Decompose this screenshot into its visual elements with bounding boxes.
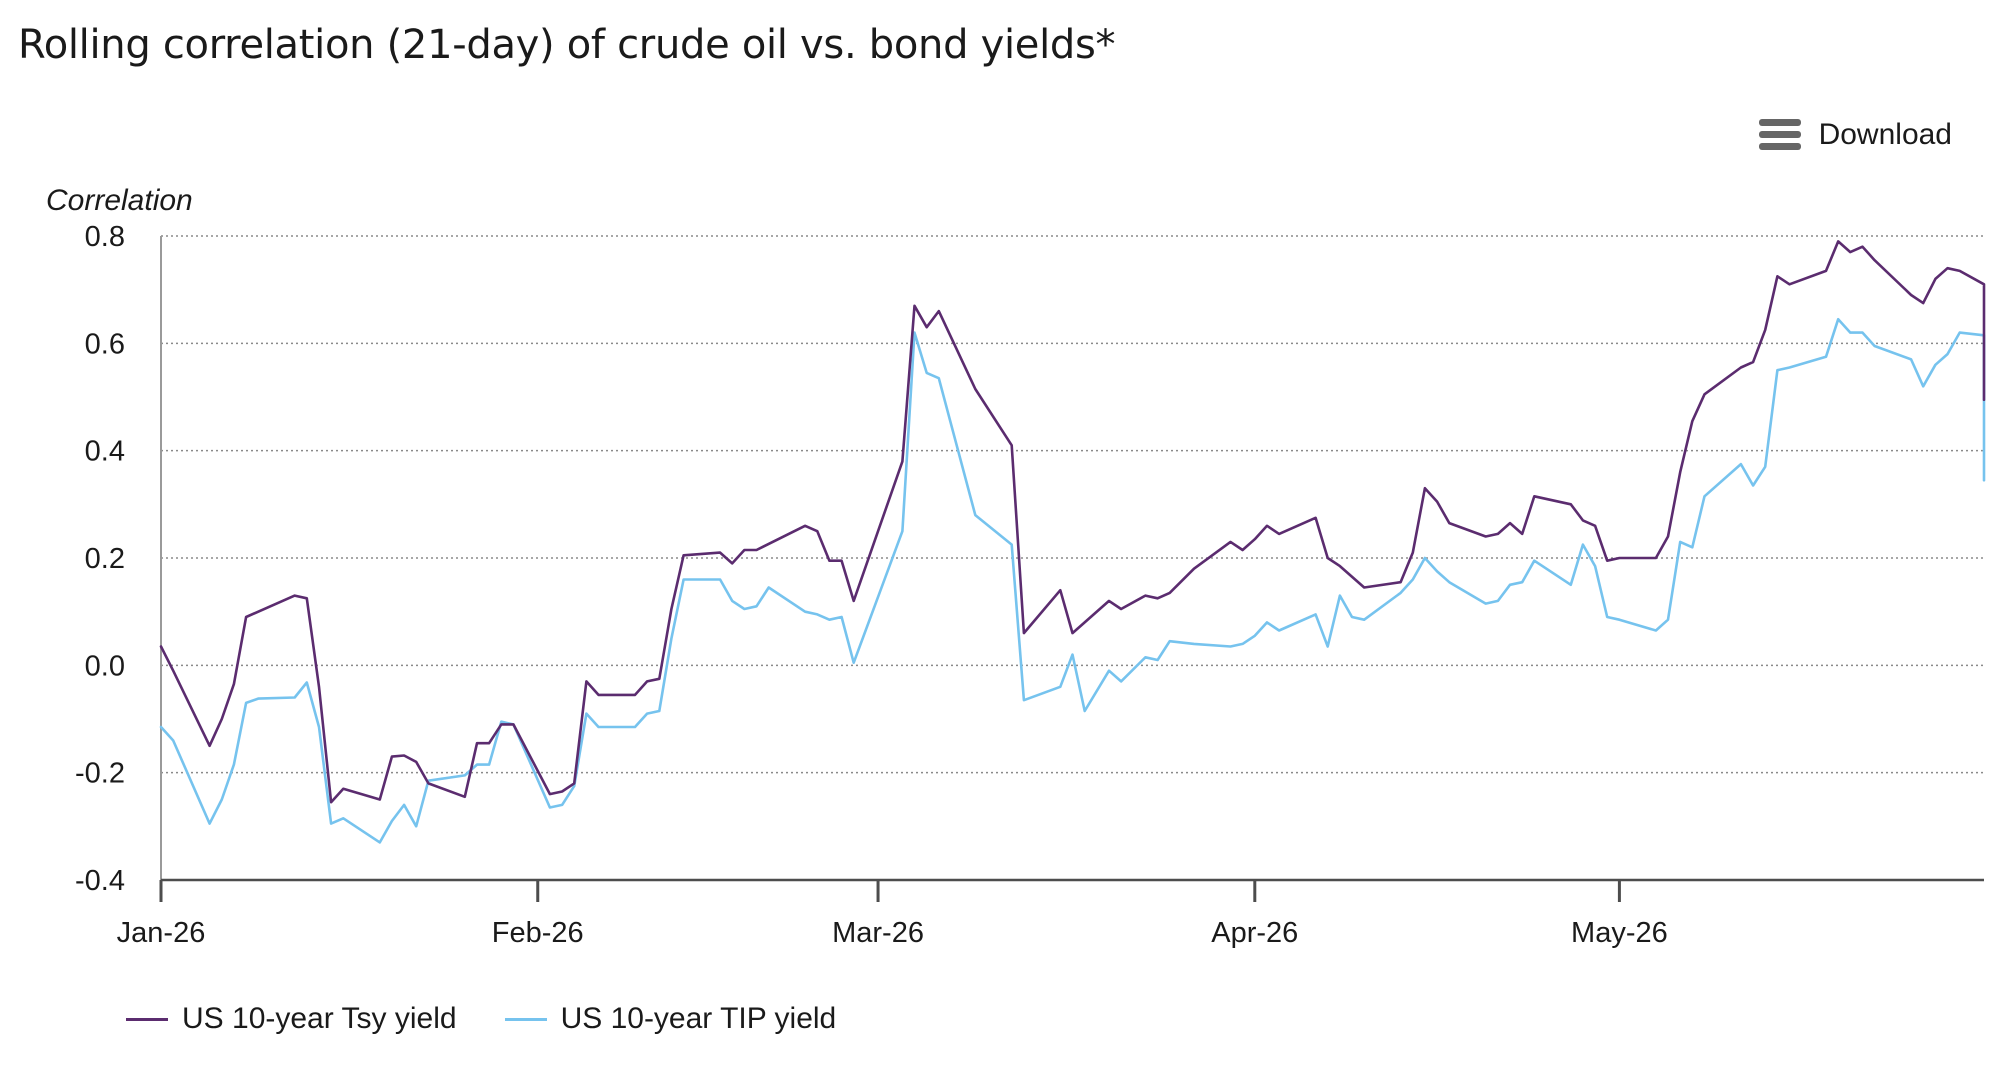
- legend: US 10-year Tsy yield US 10-year TIP yiel…: [126, 1002, 884, 1036]
- y-tick-label: 0.6: [85, 328, 125, 360]
- y-axis-ticks: 0.8 0.6 0.4 0.2 0.0 -0.2 -0.4: [75, 221, 125, 897]
- x-tick-label: Jan-26: [117, 917, 206, 949]
- series-lines: [159, 240, 1986, 844]
- x-tick-label: Apr-26: [1211, 917, 1298, 949]
- x-axis: Jan-26 Feb-26 Mar-26 Apr-26 May-26: [117, 236, 1984, 949]
- legend-swatch-tsy: [126, 1017, 168, 1021]
- legend-swatch-tip: [504, 1017, 547, 1021]
- y-tick-label: -0.2: [75, 758, 125, 790]
- y-axis-label: Correlation: [46, 184, 193, 217]
- y-tick-label: 0.4: [85, 436, 125, 468]
- legend-label-tsy: US 10-year Tsy yield: [182, 1002, 457, 1035]
- y-tick-label: -0.4: [75, 865, 125, 897]
- legend-item-tsy[interactable]: US 10-year Tsy yield: [126, 1002, 457, 1036]
- hamburger-menu-icon: [1758, 119, 1801, 151]
- series-line-us-10-year-tsy-yield: [159, 240, 1986, 804]
- series-line-us-10-year-tip-yield: [159, 317, 1986, 844]
- legend-item-tip[interactable]: US 10-year TIP yield: [504, 1002, 837, 1036]
- gridlines: [161, 235, 1984, 774]
- x-tick-label: Mar-26: [832, 917, 924, 949]
- download-label: Download: [1818, 118, 1952, 151]
- y-tick-label: 0.8: [85, 221, 125, 253]
- legend-label-tip: US 10-year TIP yield: [560, 1002, 837, 1035]
- y-tick-label: 0.0: [85, 650, 125, 682]
- x-tick-label: May-26: [1571, 917, 1668, 949]
- download-button[interactable]: Download: [1758, 118, 1952, 152]
- chart-title: Rolling correlation (21-day) of crude oi…: [18, 22, 1116, 68]
- x-tick-label: Feb-26: [492, 917, 584, 949]
- y-tick-label: 0.2: [85, 543, 125, 575]
